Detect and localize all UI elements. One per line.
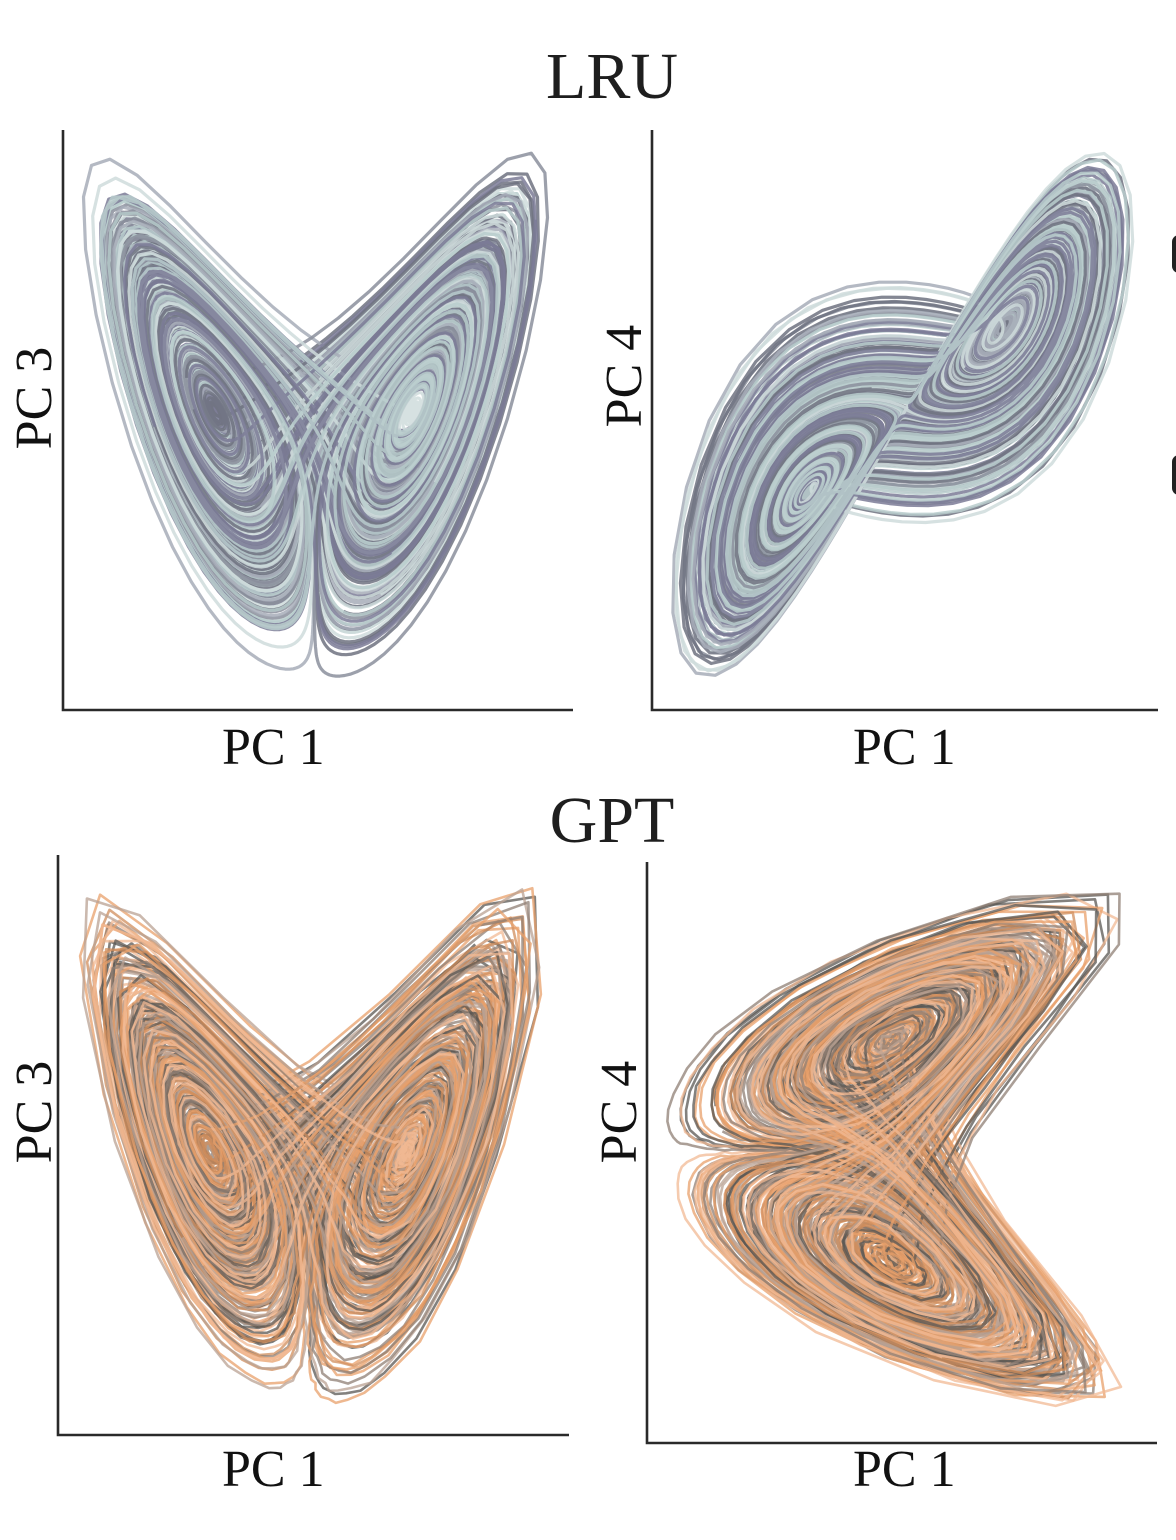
- plot-area: [645, 862, 1157, 1445]
- trajectory-lines: [78, 886, 543, 1405]
- x-axis-label: PC 1: [222, 719, 325, 776]
- trajectory-lines: [671, 151, 1135, 677]
- cropped-neighbor-label: [1166, 230, 1176, 710]
- lru-group-title: LRU: [546, 40, 678, 113]
- trajectory-line: [92, 923, 515, 1361]
- gpt-group-title: GPT: [549, 784, 675, 857]
- axis-lines: [56, 855, 569, 1437]
- trajectory-lines: [81, 151, 550, 678]
- lru-pc1-pc3-plot: [61, 130, 573, 712]
- x-axis-label: PC 1: [853, 1441, 956, 1498]
- plot-area: [650, 130, 1158, 712]
- trajectory-line: [101, 196, 537, 648]
- y-axis-label: PC 3: [6, 1060, 63, 1164]
- y-axis-label: PC 4: [596, 324, 653, 428]
- trajectory-line: [736, 928, 1064, 1370]
- gpt-pc1-pc3-plot: [56, 855, 569, 1437]
- axis-lines: [650, 130, 1158, 712]
- trajectory-line: [705, 171, 1122, 626]
- plot-area: [56, 855, 569, 1437]
- x-axis-label: PC 1: [222, 1441, 325, 1498]
- y-axis-label: PC 4: [591, 1060, 648, 1164]
- plot-area: [61, 130, 573, 712]
- axis-lines: [645, 862, 1157, 1445]
- axis-lines: [61, 130, 573, 712]
- trajectory-lines: [666, 892, 1123, 1408]
- x-axis-label: PC 1: [853, 719, 956, 776]
- trajectory-line: [99, 195, 511, 631]
- y-axis-label: PC 3: [6, 346, 63, 450]
- gpt-pc1-pc4-plot: [645, 862, 1157, 1445]
- lru-pc1-pc4-plot: [650, 130, 1158, 712]
- trajectory-line: [86, 911, 505, 1370]
